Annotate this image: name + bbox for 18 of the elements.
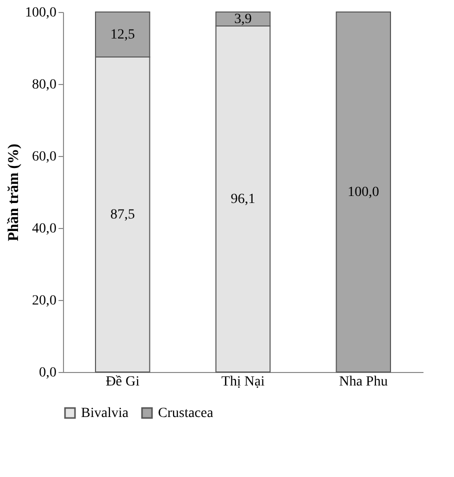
data-label: 12,5 [110, 28, 135, 42]
data-label: 100,0 [348, 185, 380, 200]
y-tick-label: 60,0 [32, 150, 56, 164]
data-label: 96,1 [230, 192, 256, 208]
y-tick-label: 80,0 [32, 78, 56, 92]
y-tick-label: 40,0 [32, 222, 56, 236]
x-tick-label: Nha Phu [339, 374, 388, 390]
y-tick-label: 20,0 [32, 294, 56, 308]
data-label: 3,9 [234, 12, 252, 28]
y-tick-label: 0,0 [39, 366, 56, 380]
x-tick-label: Thị Nại [221, 374, 265, 390]
data-label: 87,5 [110, 208, 135, 222]
x-tick-label: Đề Gi [106, 374, 140, 390]
y-axis-title: Phần trăm (%) [6, 144, 22, 242]
bar [336, 12, 391, 372]
y-tick-label: 100,0 [25, 6, 56, 20]
legend-label: Crustacea [158, 406, 214, 421]
legend-label: Bivalvia [81, 406, 130, 421]
